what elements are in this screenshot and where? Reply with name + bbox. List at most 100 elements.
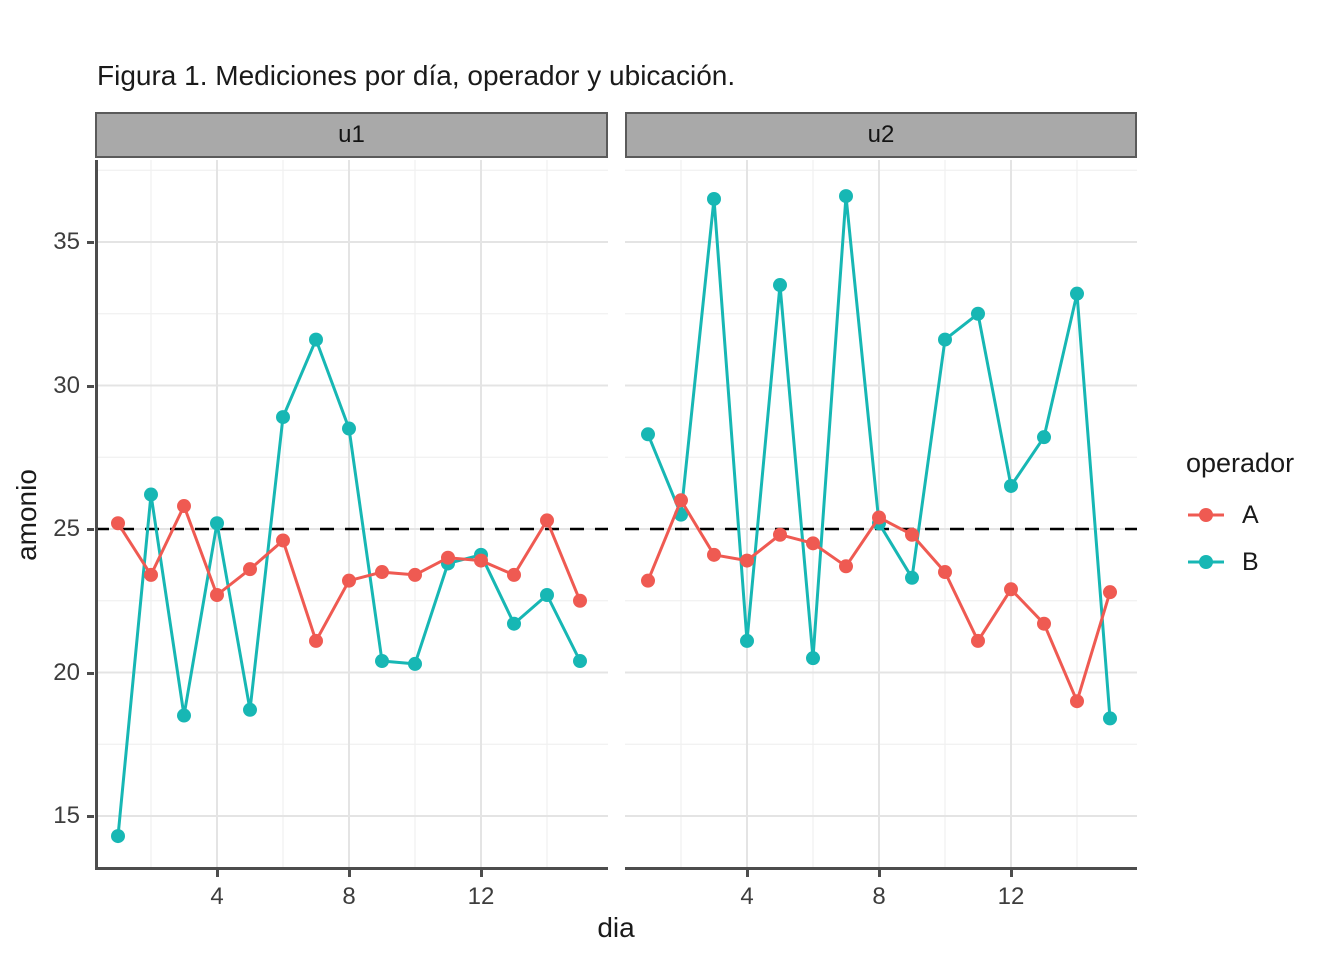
legend-label-b: B [1242, 547, 1259, 576]
data-point [773, 527, 787, 542]
y-tick-label: 25 [53, 515, 80, 542]
gridlines-minor [95, 160, 608, 870]
legend-key-point [1199, 508, 1213, 522]
data-point [806, 536, 820, 551]
x-tick-label: 12 [467, 883, 495, 910]
data-point [441, 550, 455, 565]
data-point [375, 654, 389, 669]
x-tick-mark [348, 870, 351, 877]
facet-strip-u1: u1 [95, 112, 608, 158]
panel-u1 [95, 160, 608, 870]
gridlines-minor [625, 160, 1137, 870]
data-point [1103, 585, 1117, 600]
data-point [839, 559, 853, 574]
legend-label-a: A [1242, 500, 1259, 529]
data-point [872, 510, 886, 525]
data-point [938, 332, 952, 347]
x-tick-label: 8 [342, 883, 356, 910]
legend-key-a-icon [1188, 508, 1224, 522]
data-point [971, 633, 985, 648]
gridlines-major [95, 160, 608, 870]
data-point [408, 567, 422, 582]
panel-u2 [625, 160, 1137, 870]
data-point [540, 588, 554, 603]
data-point [210, 588, 224, 603]
y-tick-mark [87, 815, 94, 818]
data-point [1103, 711, 1117, 726]
data-point [1004, 478, 1018, 493]
chart-title: Figura 1. Mediciones por día, operador y… [97, 60, 736, 91]
data-point [674, 493, 688, 508]
x-tick-mark [216, 870, 219, 877]
data-point [1037, 430, 1051, 445]
data-point [839, 189, 853, 204]
data-point [573, 593, 587, 608]
facet-strip-u1-label: u1 [338, 121, 365, 148]
data-point [971, 306, 985, 321]
data-point [1070, 694, 1084, 709]
data-point [177, 499, 191, 514]
data-point [1070, 286, 1084, 301]
data-point [773, 278, 787, 293]
data-point [573, 654, 587, 669]
y-tick-mark [87, 384, 94, 388]
x-tick-mark [480, 870, 483, 877]
data-point [309, 633, 323, 648]
x-tick-label: 8 [872, 883, 886, 910]
data-point [905, 527, 919, 542]
data-point [243, 562, 257, 577]
data-point [276, 410, 290, 425]
data-point [375, 565, 389, 580]
series-A-points-u1 [111, 499, 587, 648]
data-point [276, 533, 290, 548]
data-point [408, 656, 422, 671]
data-point [507, 616, 521, 631]
legend-item-b: B [1186, 548, 1294, 576]
x-axis-title: dia [597, 912, 635, 943]
y-tick-mark [87, 241, 94, 244]
data-point [177, 708, 191, 723]
data-point [806, 651, 820, 666]
data-point [309, 332, 323, 347]
y-tick-label: 20 [53, 658, 80, 686]
x-tick-mark [746, 870, 749, 877]
x-tick-mark [1010, 870, 1013, 877]
data-point [144, 567, 158, 582]
legend-item-a: A [1186, 501, 1294, 529]
data-point [740, 633, 754, 648]
y-tick-label: 30 [53, 371, 80, 399]
data-point [210, 516, 224, 531]
data-point [938, 565, 952, 580]
legend: operador A B [1186, 448, 1294, 599]
data-point [1037, 616, 1051, 631]
facet-strip-u2: u2 [625, 112, 1137, 158]
y-tick-label: 15 [53, 802, 80, 829]
legend-key-point [1199, 555, 1213, 569]
data-point [111, 829, 125, 844]
x-tick-mark [878, 870, 881, 877]
legend-title: operador [1186, 448, 1295, 478]
y-tick-mark [87, 528, 94, 531]
data-point [342, 421, 356, 436]
y-tick-mark [87, 671, 94, 675]
x-tick-label: 4 [740, 883, 754, 910]
data-point [342, 573, 356, 588]
data-point [707, 547, 721, 562]
facet-strip-u2-label: u2 [867, 121, 895, 148]
data-point [641, 573, 655, 588]
legend-key-b-icon [1188, 555, 1224, 569]
data-point [707, 191, 721, 206]
data-point [474, 553, 488, 568]
data-point [740, 553, 754, 568]
series-A-points-u2 [641, 493, 1117, 709]
data-point [507, 567, 521, 582]
x-tick-label: 12 [997, 883, 1025, 910]
x-tick-label: 4 [210, 883, 224, 910]
data-point [144, 487, 158, 502]
data-point [1004, 582, 1018, 597]
data-point [243, 702, 257, 717]
data-point [540, 513, 554, 528]
data-point [641, 427, 655, 442]
y-tick-label: 35 [53, 228, 80, 255]
